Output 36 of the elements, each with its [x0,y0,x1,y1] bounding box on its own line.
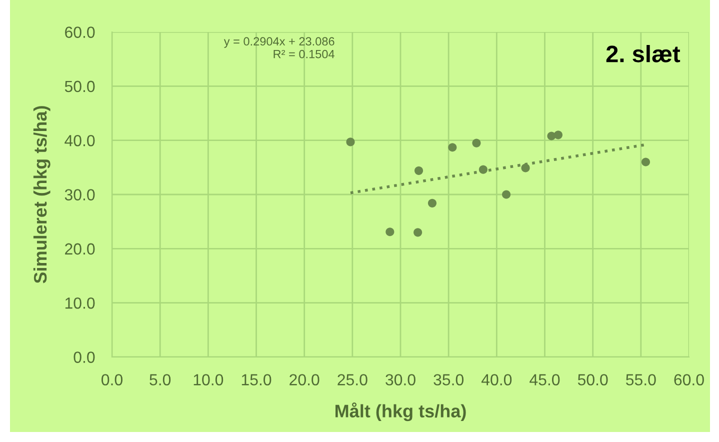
y-tick-label: 60.0 [65,26,95,38]
x-tick-label: 20.0 [290,374,320,386]
annotation: y = 0.2904x + 23.086 R² = 0.1504 [224,37,334,58]
x-tick-label: 55.0 [626,374,656,386]
x-tick-label: 45.0 [530,374,560,386]
x-tick-label: 50.0 [578,374,608,386]
y-tick-label: 40.0 [64,134,95,146]
point [386,228,394,236]
point [428,198,437,208]
y-tick-label: 10.0 [65,297,95,309]
x-tick-label: 10.0 [194,374,224,386]
x-tick-label: 35.0 [434,374,464,386]
point [472,138,481,148]
chart-title: 2. slæt [606,45,680,62]
x-tick-label: 60.0 [674,374,704,386]
y-tick-label: 50.0 [64,80,95,92]
point [554,130,562,140]
point [521,164,530,172]
point [502,190,511,199]
x-tick-label: 30.0 [386,374,416,386]
x-tick-label: 40.0 [481,374,512,386]
y-tick-label: 20.0 [65,243,95,255]
point [414,228,422,237]
x-tick-label: 5.0 [150,374,171,386]
x-axis-title: Målt (hkg ts/ha) [336,402,466,422]
y-tick-label: 0.0 [74,352,95,363]
x-tick-label: 25.0 [338,374,368,386]
point [641,158,650,166]
y-axis-title: Simuleret (hkg ts/ha) [33,106,50,284]
point [448,143,457,152]
x-tick-label: 15.0 [242,374,272,386]
y-tick-label: 30.0 [64,189,95,200]
point [478,165,488,174]
x-tick-label: 0.0 [102,374,122,386]
point [414,166,424,175]
point [346,138,355,146]
